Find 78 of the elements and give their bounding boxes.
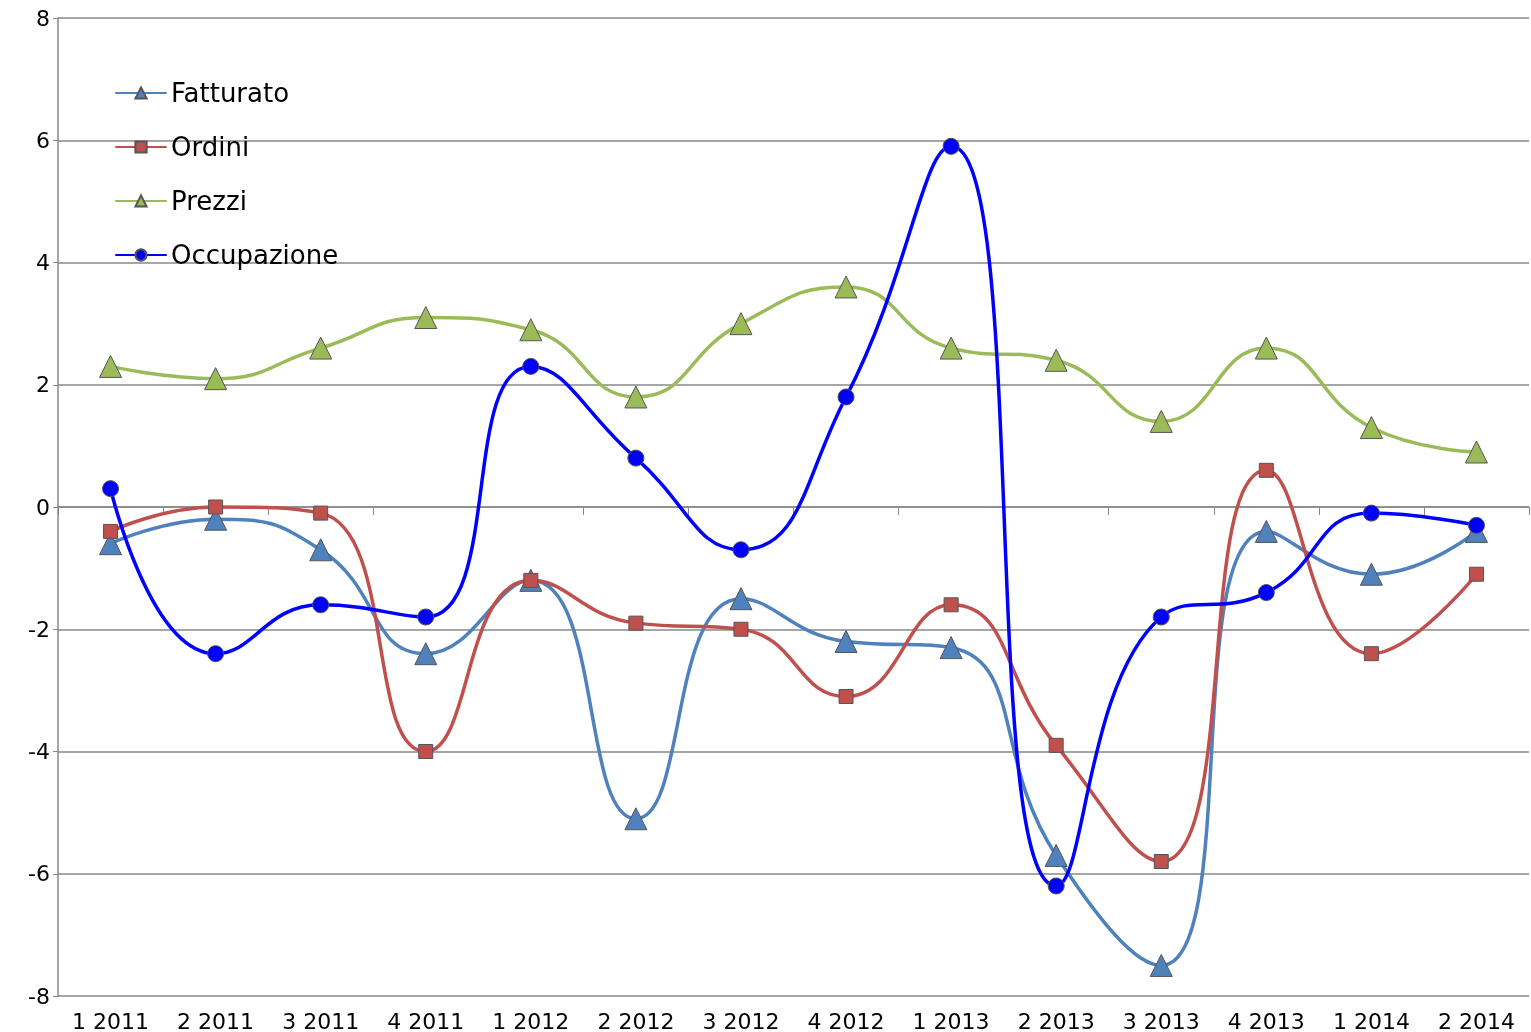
point	[1363, 646, 1379, 662]
point	[939, 636, 963, 660]
x-tick-label: 1 2012	[492, 1008, 570, 1032]
x-tick-label: 4 2013	[1227, 1008, 1305, 1032]
point	[1468, 566, 1484, 582]
point	[627, 449, 645, 467]
x-tick-label: 1 2011	[72, 1008, 150, 1032]
point	[834, 629, 858, 653]
point	[624, 385, 648, 409]
x-tick-label: 3 2013	[1122, 1008, 1200, 1032]
point	[1149, 953, 1173, 977]
legend-label: Fatturato	[171, 78, 290, 108]
point	[103, 523, 119, 539]
point	[628, 615, 644, 631]
point	[838, 688, 854, 704]
point	[414, 306, 438, 330]
point	[1149, 409, 1173, 433]
y-tick-label: -6	[28, 861, 50, 887]
point	[729, 312, 753, 336]
point	[1152, 608, 1170, 626]
x-tick-label: 3 2012	[702, 1008, 780, 1032]
legend-label: Ordini	[171, 132, 250, 162]
point	[207, 645, 225, 663]
point	[1467, 516, 1485, 534]
point	[733, 621, 749, 637]
x-tick-label: 2 2013	[1017, 1008, 1095, 1032]
x-tick-label: 3 2011	[282, 1008, 360, 1032]
point	[1153, 854, 1169, 870]
point	[1044, 348, 1068, 372]
point	[732, 541, 750, 559]
point	[417, 608, 435, 626]
point	[309, 538, 333, 562]
x-tick-label: 2 2014	[1437, 1008, 1515, 1032]
y-tick-label: 6	[36, 127, 50, 153]
point	[1044, 843, 1068, 867]
point	[519, 318, 543, 342]
x-tick-label: 1 2013	[912, 1008, 990, 1032]
point	[837, 388, 855, 406]
point	[313, 505, 329, 521]
point	[1047, 877, 1065, 895]
y-tick-label: 0	[36, 494, 50, 520]
point	[99, 354, 123, 378]
point	[1254, 336, 1278, 360]
x-tick-label: 1 2014	[1332, 1008, 1410, 1032]
point	[942, 137, 960, 155]
point	[1362, 504, 1380, 522]
point	[1048, 737, 1064, 753]
point	[1254, 519, 1278, 543]
x-tick-label: 4 2011	[387, 1008, 465, 1032]
legend-label: Occupazione	[171, 240, 339, 270]
point	[939, 336, 963, 360]
y-tick-label: 8	[36, 5, 50, 31]
point	[418, 744, 434, 759]
y-tick-label: 2	[36, 372, 50, 398]
x-tick-label: 2 2012	[597, 1008, 675, 1032]
x-tick-label: 4 2012	[807, 1008, 885, 1032]
point	[102, 480, 120, 498]
point	[1359, 416, 1383, 440]
point	[943, 597, 959, 613]
point	[414, 642, 438, 666]
point	[309, 336, 333, 360]
point	[208, 499, 224, 515]
point	[522, 357, 540, 375]
point	[1359, 562, 1383, 586]
point	[834, 275, 858, 299]
legend-label: Prezzi	[171, 186, 247, 216]
y-tick-label: -4	[28, 739, 50, 764]
point	[1257, 584, 1275, 602]
point	[204, 367, 228, 391]
point	[1464, 440, 1488, 464]
y-tick-label: -2	[28, 616, 50, 642]
point	[312, 596, 330, 614]
point	[729, 587, 753, 611]
x-tick-label: 2 2011	[177, 1008, 255, 1032]
point	[1258, 462, 1274, 478]
y-tick-label: 4	[36, 250, 50, 275]
point	[624, 807, 648, 831]
y-tick-label: -8	[28, 983, 50, 1009]
